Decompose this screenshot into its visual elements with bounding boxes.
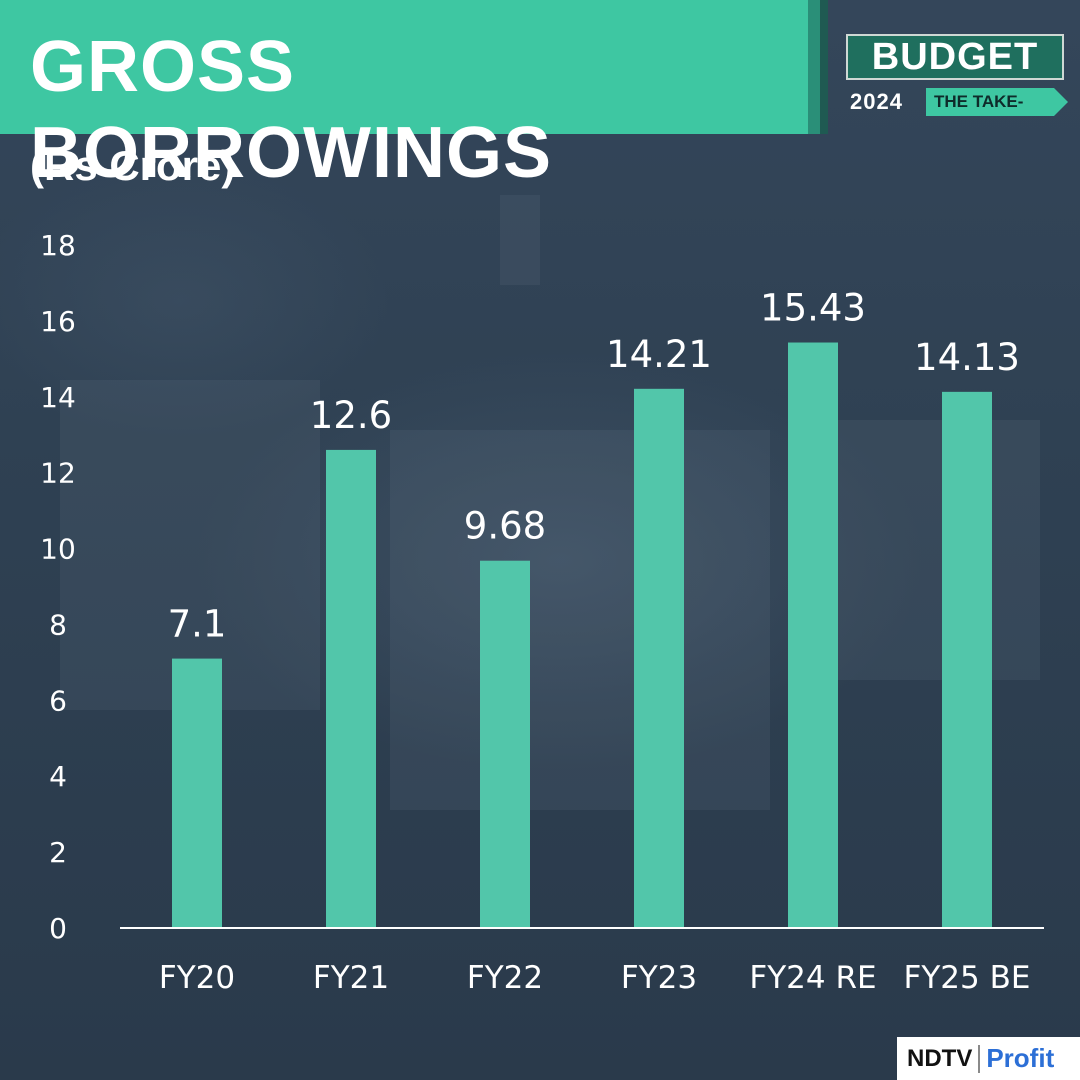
data-label: 14.21 — [606, 333, 712, 376]
x-tick-label: FY22 — [467, 960, 543, 996]
data-label: 12.6 — [310, 394, 392, 437]
x-tick-label: FY23 — [621, 960, 697, 996]
bar-fy21 — [326, 449, 376, 928]
y-tick-label: 18 — [40, 229, 76, 262]
y-tick-label: 14 — [40, 381, 76, 414]
data-label: 7.1 — [168, 603, 227, 646]
y-tick-label: 4 — [49, 760, 67, 793]
y-tick-label: 10 — [40, 533, 76, 566]
background-building — [500, 195, 540, 285]
bar-fy22 — [480, 560, 530, 928]
background-building — [390, 430, 770, 810]
ndtv-profit-logo: NDTV Profit — [897, 1037, 1080, 1080]
y-tick-label: 16 — [40, 305, 76, 338]
chart-title: GROSS BORROWINGS — [30, 27, 552, 193]
data-label: 9.68 — [464, 505, 546, 548]
background-building — [820, 420, 1040, 680]
x-tick-label: FY24 RE — [749, 960, 876, 996]
badge-tagline: THE TAKE-OFF — [926, 88, 1068, 116]
logo-ndtv-text: NDTV — [907, 1044, 973, 1072]
y-tick-label: 8 — [49, 608, 67, 641]
x-tick-label: FY20 — [159, 960, 235, 996]
bar-fy23 — [634, 388, 684, 928]
data-label: 14.13 — [914, 336, 1020, 379]
background-building — [60, 380, 320, 710]
bar-fy20 — [172, 658, 222, 928]
y-tick-label: 6 — [49, 684, 67, 717]
y-tick-label: 12 — [40, 457, 76, 490]
data-label: 15.43 — [760, 287, 866, 330]
logo-divider — [978, 1044, 981, 1073]
x-tick-label: FY25 BE — [904, 960, 1031, 996]
bar-fy24-re — [788, 342, 838, 928]
title-banner: GROSS BORROWINGS — [0, 0, 808, 193]
unit-label: (Rs Crore) — [30, 142, 236, 189]
y-tick-label: 0 — [49, 912, 67, 945]
y-tick-label: 2 — [49, 836, 67, 869]
bar-fy25-be — [942, 391, 992, 929]
logo-profit-text: Profit — [986, 1043, 1055, 1073]
badge-year: 2024 — [850, 89, 903, 114]
budget-badge: BUDGET 2024 THE TAKE-OFF — [846, 34, 1068, 118]
badge-word: BUDGET — [846, 34, 1064, 80]
x-tick-label: FY21 — [313, 960, 389, 996]
